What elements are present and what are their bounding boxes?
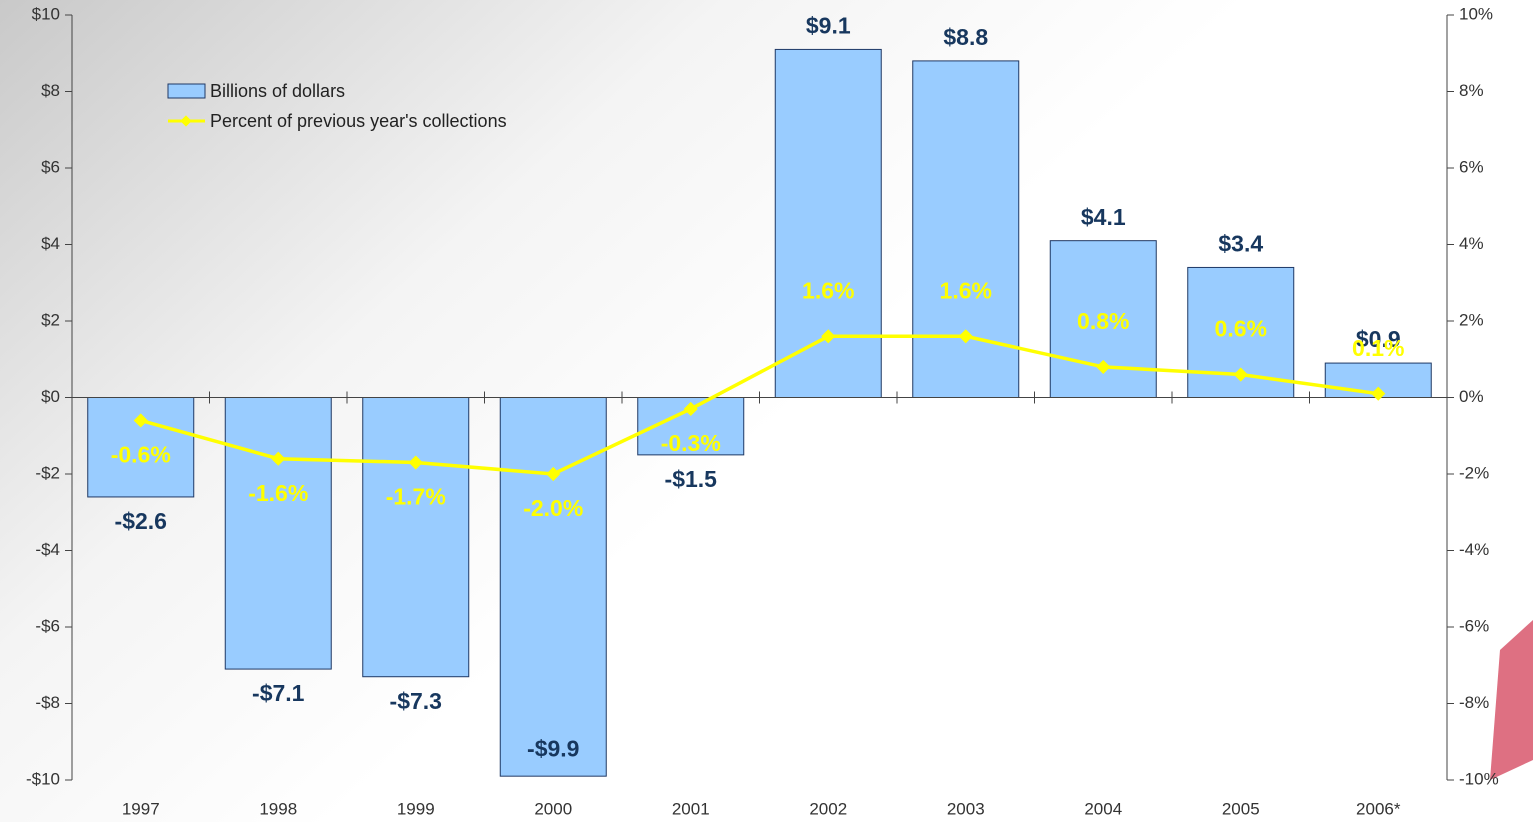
x-tick-label: 1997 — [122, 799, 160, 818]
x-tick-label: 1999 — [397, 799, 435, 818]
bar-value-label: -$7.3 — [390, 688, 442, 714]
y-tick-label: $0 — [41, 387, 60, 406]
y2-tick-label: -4% — [1459, 540, 1489, 559]
line-value-label: 0.6% — [1215, 316, 1267, 342]
y-tick-label: -$6 — [35, 616, 60, 635]
bar-value-label: -$2.6 — [115, 508, 167, 534]
bar-value-label: -$7.1 — [252, 680, 305, 706]
line-value-label: -1.6% — [248, 480, 308, 506]
legend: Billions of dollars Percent of previous … — [167, 81, 507, 131]
bar — [362, 397, 470, 678]
x-tick-label: 2000 — [534, 799, 572, 818]
legend-label: Percent of previous year's collections — [210, 111, 507, 131]
y2-tick-label: 4% — [1459, 234, 1484, 253]
line-marker — [133, 413, 148, 428]
line-value-label: -1.7% — [386, 484, 446, 510]
bar — [774, 48, 882, 399]
bar-value-label: $3.4 — [1218, 231, 1263, 257]
line-value-label: 0.1% — [1352, 335, 1404, 361]
x-tick-label: 2005 — [1222, 799, 1260, 818]
legend-swatch — [167, 83, 206, 99]
x-tick-label: 1998 — [259, 799, 297, 818]
line-value-label: -0.3% — [661, 430, 721, 456]
y-tick-label: -$10 — [26, 769, 60, 788]
y2-tick-label: -8% — [1459, 693, 1489, 712]
legend-label: Billions of dollars — [210, 81, 345, 101]
line-value-label: 1.6% — [802, 277, 854, 303]
line-marker — [958, 329, 973, 344]
line-value-label: 0.8% — [1077, 308, 1129, 334]
y2-tick-label: 10% — [1459, 4, 1493, 23]
bar-value-label: -$9.9 — [527, 735, 579, 761]
y-tick-label: -$4 — [35, 540, 60, 559]
line-marker — [271, 451, 286, 466]
y-tick-label: $2 — [41, 310, 60, 329]
line — [140, 334, 1379, 476]
line-marker — [546, 466, 561, 482]
line-value-label: -2.0% — [523, 495, 583, 521]
line-value-label: -0.6% — [111, 442, 171, 468]
decoration — [1490, 620, 1533, 780]
y2-tick-label: -6% — [1459, 616, 1489, 635]
y-tick-label: $10 — [32, 4, 60, 23]
line-marker — [683, 401, 698, 417]
y-tick-label: -$8 — [35, 693, 60, 712]
bar-value-label: -$1.5 — [665, 466, 718, 492]
bar-value-label: $8.8 — [943, 24, 988, 50]
y2-tick-label: 0% — [1459, 387, 1484, 406]
y2-tick-label: 8% — [1459, 81, 1484, 100]
x-tick-label: 2001 — [672, 799, 710, 818]
x-tick-label: 2006* — [1356, 799, 1401, 818]
x-tick-label: 2002 — [809, 799, 847, 818]
y2-tick-label: -10% — [1459, 769, 1499, 788]
line-marker — [821, 329, 836, 344]
y-tick-label: $8 — [41, 81, 60, 100]
line-marker — [408, 455, 423, 470]
line-marker — [1233, 367, 1248, 382]
line-marker — [1096, 359, 1111, 374]
bar-value-label: $9.1 — [806, 13, 851, 39]
y-tick-label: $4 — [41, 234, 60, 253]
x-tick-label: 2003 — [947, 799, 985, 818]
y-tick-label: -$2 — [35, 463, 60, 482]
y2-tick-label: 6% — [1459, 157, 1484, 176]
bar — [912, 60, 1020, 399]
line-value-label: 1.6% — [940, 277, 992, 303]
bar-value-label: $4.1 — [1081, 204, 1126, 230]
x-tick-label: 2004 — [1084, 799, 1122, 818]
line-marker — [1371, 386, 1386, 401]
y-tick-label: $6 — [41, 157, 60, 176]
bar-value-label: $0.9 — [1356, 326, 1401, 352]
y2-tick-label: 2% — [1459, 310, 1484, 329]
bar — [224, 397, 332, 670]
y2-tick-label: -2% — [1459, 463, 1489, 482]
bar — [499, 397, 607, 777]
